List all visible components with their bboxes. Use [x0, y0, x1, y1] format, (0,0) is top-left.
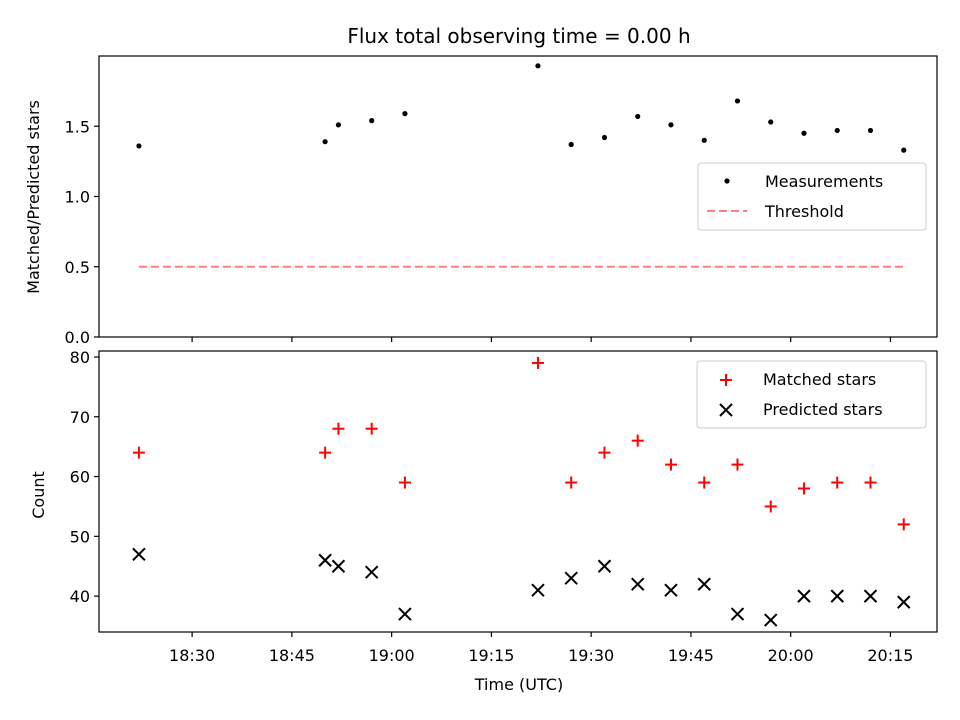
top-legend[interactable]: Measurements Threshold [697, 162, 927, 231]
matched-point [698, 476, 711, 489]
matched-point [332, 422, 345, 435]
top-legend-box [697, 162, 927, 231]
legend-threshold-label: Threshold [764, 202, 844, 221]
predicted-point [531, 583, 545, 597]
measurement-point [901, 147, 907, 153]
bottom-axes: 40 50 60 70 80 18:30 18:45 19:00 19:15 19:30 19:4… [29, 348, 938, 694]
bottom-y-tick-label: 80 [70, 348, 90, 367]
predicted-point [764, 613, 778, 627]
legend-measurements-marker [724, 178, 730, 184]
legend-matched-label: Matched stars [763, 370, 876, 389]
matched-point [831, 476, 844, 489]
predicted-point [730, 607, 745, 621]
predicted-point [863, 589, 878, 603]
bottom-x-tick-label: 19:30 [568, 646, 614, 665]
matched-point [598, 446, 611, 459]
measurement-point [402, 111, 408, 117]
matched-point [664, 458, 677, 471]
bottom-x-tick-label: 19:45 [668, 646, 714, 665]
bottom-legend-box [696, 360, 927, 429]
bottom-y-ticks: 40 50 60 70 80 [70, 348, 99, 606]
bottom-y-axis-label: Count [29, 471, 48, 519]
measurement-point [322, 139, 328, 145]
measurement-point [535, 63, 541, 69]
measurement-point [668, 122, 674, 128]
measurement-point [635, 113, 641, 120]
predicted-point [897, 595, 911, 609]
measurement-point [369, 118, 375, 124]
bottom-x-ticks: 18:30 18:45 19:00 19:15 19:30 19:45 20:00 20:15 [169, 632, 913, 665]
chart-title: Flux total observing time = 0.00 h [347, 24, 690, 48]
bottom-axes-frame [98, 350, 938, 633]
top-axes: 0.0 0.5 1.0 1.5 Matched/Predicted stars Mea… [24, 55, 938, 347]
bottom-x-tick-label: 18:45 [269, 646, 315, 665]
top-y-ticks: 0.0 0.5 1.0 1.5 [65, 117, 99, 347]
predicted-point [664, 583, 678, 597]
matched-point [631, 434, 644, 447]
bottom-series [132, 356, 911, 627]
measurement-point [734, 98, 741, 104]
top-y-tick-label: 0.0 [65, 328, 90, 347]
top-y-axis-label: Matched/Predicted stars [24, 100, 43, 294]
top-series [136, 63, 907, 268]
bottom-y-tick-label: 70 [70, 408, 90, 427]
matched-point [731, 458, 744, 471]
predicted-point [797, 589, 811, 603]
predicted-point [830, 589, 844, 603]
predicted-point [564, 571, 578, 585]
bottom-y-tick-label: 40 [70, 587, 90, 606]
predicted-point [318, 553, 332, 567]
matched-point [398, 476, 411, 489]
measurement-point [768, 119, 774, 125]
top-y-tick-label: 1.0 [65, 188, 90, 207]
measurement-point [335, 122, 342, 128]
predicted-point [364, 565, 379, 579]
matched-point [864, 476, 877, 489]
top-x-ticks [191, 337, 892, 342]
x-axis-label: Time (UTC) [474, 675, 563, 694]
bottom-x-tick-label: 19:00 [369, 646, 415, 665]
measurement-point [801, 130, 807, 136]
matched-point [565, 476, 578, 489]
legend-measurements-label: Measurements [765, 172, 883, 191]
measurement-point [568, 141, 574, 148]
bottom-x-tick-label: 19:15 [468, 646, 514, 665]
measurement-point [834, 127, 840, 134]
measurement-point [701, 137, 707, 143]
predicted-point [398, 607, 412, 621]
bottom-y-tick-label: 60 [70, 468, 90, 487]
bottom-y-tick-label: 50 [70, 527, 90, 546]
legend-predicted-label: Predicted stars [763, 400, 883, 419]
matched-point [531, 356, 544, 369]
predicted-point [631, 577, 645, 591]
bottom-x-tick-label: 18:30 [169, 646, 215, 665]
bottom-legend[interactable]: Matched stars Predicted stars [696, 360, 927, 429]
matched-point [319, 446, 332, 459]
predicted-point [331, 559, 346, 573]
matched-point [132, 446, 145, 459]
bottom-x-tick-label: 20:15 [867, 646, 913, 665]
measurement-point [136, 143, 142, 149]
top-y-tick-label: 0.5 [65, 258, 90, 277]
predicted-point [697, 577, 711, 591]
matched-point [764, 500, 777, 513]
matched-point [797, 482, 810, 495]
measurement-point [867, 127, 874, 134]
top-y-tick-label: 1.5 [65, 117, 90, 136]
measurement-point [601, 134, 608, 141]
legend-matched-marker [720, 374, 732, 386]
predicted-point [597, 559, 612, 573]
matched-point [897, 518, 910, 531]
predicted-point [132, 547, 146, 561]
bottom-x-tick-label: 20:00 [768, 646, 814, 665]
matched-point [365, 422, 378, 435]
legend-predicted-marker [719, 403, 733, 417]
